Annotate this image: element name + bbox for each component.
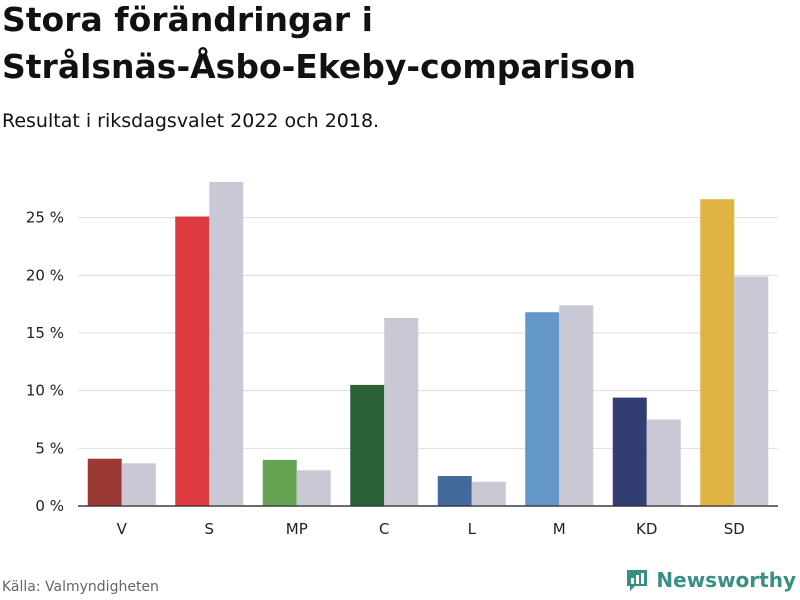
bar-2022-kd <box>612 397 647 506</box>
y-tick-label-25: 25 % <box>26 209 64 227</box>
bar-2022-v <box>87 458 122 506</box>
bar-2018-kd <box>646 419 681 506</box>
y-tick-label-5: 5 % <box>35 439 64 457</box>
bar-2022-sd <box>700 199 735 507</box>
bar-2022-s <box>175 216 210 506</box>
bar-2018-v <box>121 463 156 506</box>
bar-2022-mp <box>262 459 297 506</box>
x-label-sd: SD <box>724 520 745 538</box>
y-tick-label-15: 15 % <box>26 324 64 342</box>
bar-2018-c <box>384 318 419 506</box>
x-label-s: S <box>204 520 214 538</box>
bar-2022-m <box>525 312 560 506</box>
title-line-2: Strålsnäs-Åsbo-Ekeby-comparison <box>2 47 637 86</box>
y-axis-ticks: 0 % 5 % 10 % 15 % 20 % 25 % <box>26 209 64 515</box>
title-line-1: Stora förändringar i <box>2 0 373 39</box>
chart-subtitle: Resultat i riksdagsvalet 2022 och 2018. <box>2 110 380 132</box>
x-label-c: C <box>379 520 389 538</box>
bar-2018-sd <box>734 276 769 506</box>
bar-2018-m <box>559 305 594 506</box>
brand-name: Newsworthy <box>656 568 796 592</box>
x-label-l: L <box>468 520 477 538</box>
y-tick-label-0: 0 % <box>35 497 64 515</box>
bar-chart-logo-icon <box>627 570 648 591</box>
bars <box>78 181 778 507</box>
y-tick-label-10: 10 % <box>26 382 64 400</box>
x-label-v: V <box>117 520 128 538</box>
chart-title: Stora förändringar i Strålsnäs-Åsbo-Ekeb… <box>2 0 792 90</box>
bar-2022-l <box>437 476 472 506</box>
x-label-mp: MP <box>286 520 308 538</box>
x-axis-labels: V S MP C L M KD SD <box>117 520 745 538</box>
source-note: Källa: Valmyndigheten <box>2 579 159 595</box>
bar-2018-s <box>209 181 244 506</box>
bar-2018-l <box>471 481 506 506</box>
x-label-kd: KD <box>636 520 657 538</box>
bar-2022-c <box>350 384 385 506</box>
x-label-m: M <box>553 520 566 538</box>
bar-2018-mp <box>296 470 331 506</box>
y-tick-label-20: 20 % <box>26 266 64 284</box>
brand-logo: Newsworthy <box>624 567 796 593</box>
